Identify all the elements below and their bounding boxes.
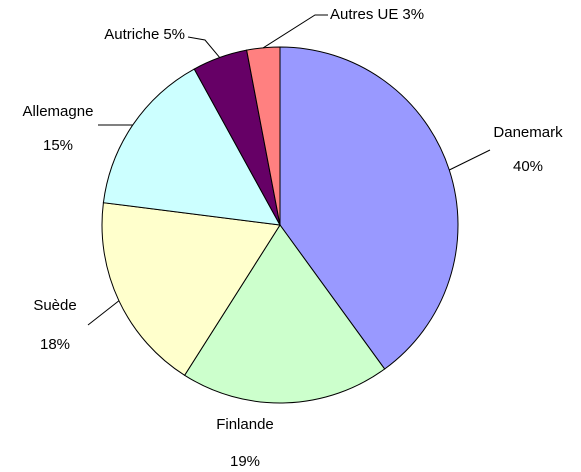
leader-line [87,300,120,326]
slice-label: Suède [33,297,76,314]
pie-slice [183,224,386,404]
leader-line [187,36,221,58]
slice-label: Allemagne [23,103,94,120]
slice-value-label: 19% [230,453,260,470]
slice-value-label: 18% [40,336,70,353]
slice-value-label: 40% [513,158,543,175]
pie-slice [246,46,281,226]
slice-label: Danemark [493,124,563,141]
pie-slice [101,202,281,376]
slice-value-label: 5% [163,26,185,43]
slice-label: Finlande [216,416,274,433]
pie-slice [279,46,459,370]
leader-line [449,149,491,171]
slice-label: Autres UE 3% [330,6,424,23]
leader-line [262,14,328,49]
slice-category: Autres UE [330,6,398,23]
slice-value-label: 15% [43,137,73,154]
slice-label: Autriche 5% [104,26,185,43]
pie-slice [102,68,281,226]
slice-category: Autriche [104,26,159,43]
slice-value-label: 3% [402,6,424,23]
